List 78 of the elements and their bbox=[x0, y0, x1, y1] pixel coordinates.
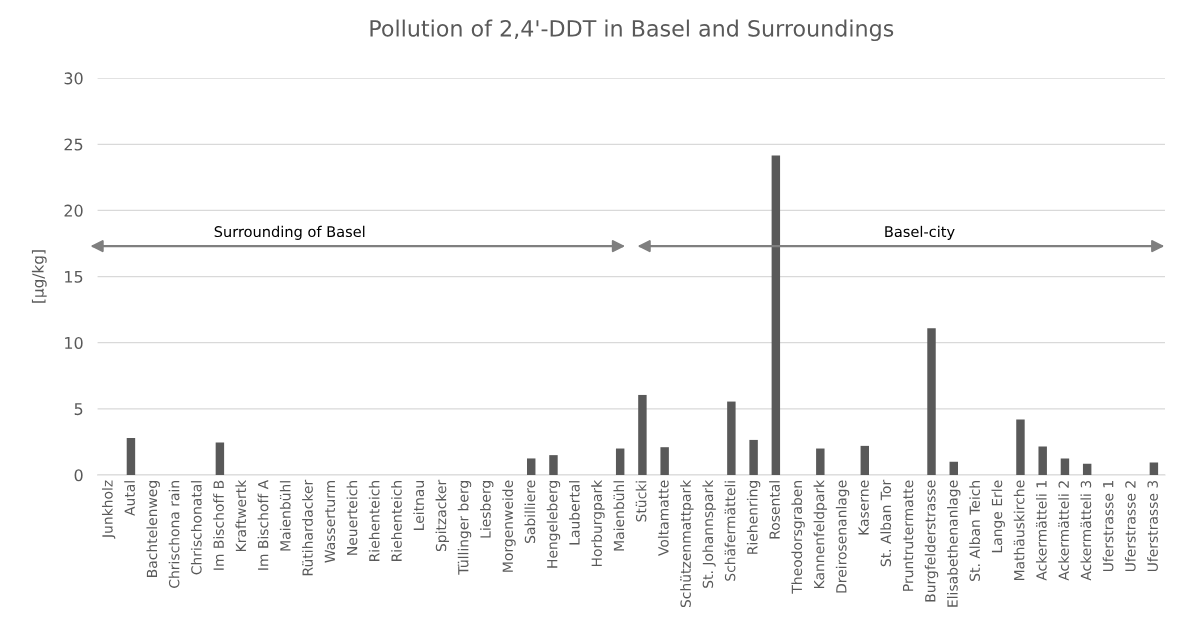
bar bbox=[126, 437, 136, 475]
x-tick-label: Neuerteich bbox=[346, 481, 358, 555]
x-tick-label: Maienbühl bbox=[279, 481, 291, 551]
x-tick-label: Voltamatte bbox=[657, 480, 669, 556]
x-tick-label: Kraftwertk bbox=[235, 479, 247, 551]
x-tick-label: Schützenmattpark bbox=[680, 479, 694, 608]
y-tick-label: 20 bbox=[64, 204, 83, 217]
x-tick-label: Morgenweide bbox=[502, 480, 516, 572]
bar bbox=[1060, 458, 1070, 475]
bar bbox=[860, 445, 870, 475]
bar bbox=[1016, 419, 1025, 475]
bar bbox=[749, 439, 758, 475]
bar bbox=[771, 155, 781, 475]
x-tick-label: Laubertal bbox=[568, 481, 580, 545]
x-tick-label: Liesberg bbox=[480, 481, 494, 538]
x-tick-label: Spitzacker bbox=[435, 479, 449, 552]
bar bbox=[549, 455, 558, 475]
bar bbox=[727, 401, 736, 475]
x-tick-label: Rütihardacker bbox=[302, 479, 313, 576]
x-tick-label: Chrischona rain bbox=[168, 481, 180, 588]
x-tick-label: Riehenteich bbox=[368, 481, 380, 561]
annotation: Surrounding of Basel bbox=[214, 225, 365, 240]
y-tick-label: 15 bbox=[65, 270, 83, 283]
x-tick-label: Kannenfeldpark bbox=[813, 479, 828, 588]
x-tick-label: Uferstrasse 2 bbox=[1124, 481, 1136, 572]
annotation: Basel-city bbox=[885, 225, 955, 240]
x-tick-label: Riehenteich bbox=[391, 481, 402, 561]
x-tick-label: Schäfermätteli bbox=[724, 481, 736, 581]
x-tick-label: Kaserne bbox=[858, 480, 869, 535]
x-tick-label: Riehenring bbox=[746, 481, 761, 554]
x-tick-label: Horburgpark bbox=[591, 479, 605, 567]
y-tick-label: 30 bbox=[64, 72, 83, 85]
x-tick-label: Pruntrutermatte bbox=[902, 480, 914, 591]
y-tick-label: 0 bbox=[74, 469, 83, 482]
x-tick-label: Im Bischoff B bbox=[213, 480, 224, 570]
x-tick-label: Lange Erle bbox=[991, 480, 1005, 553]
x-tick-label: Dreirosenanlage bbox=[835, 480, 850, 593]
x-tick-label: Sabilliere bbox=[524, 480, 536, 543]
x-tick-label: Ackermätteli 2 bbox=[1058, 481, 1069, 581]
bar bbox=[615, 448, 625, 475]
x-tick-label: Tüllinger berg bbox=[457, 481, 472, 575]
x-tick-label: Burgfelderstrasse bbox=[924, 480, 939, 602]
x-tick-label: Wasserturm bbox=[324, 481, 336, 563]
bar bbox=[215, 442, 225, 475]
x-tick-label: St. Johannspark bbox=[702, 479, 716, 588]
bar bbox=[1149, 462, 1159, 475]
bar bbox=[816, 448, 825, 475]
x-tick-label: Maienbühl bbox=[613, 481, 625, 551]
bar bbox=[660, 447, 669, 475]
x-tick-label: Elisabethenanlage bbox=[947, 480, 961, 607]
x-tick-label: Mathäuskirche bbox=[1013, 480, 1025, 581]
bar bbox=[1038, 446, 1047, 475]
bar bbox=[527, 458, 536, 475]
x-tick-label: Leitnau bbox=[413, 481, 425, 530]
bar bbox=[1082, 463, 1092, 475]
x-tick-label: Uferstrasse 3 bbox=[1147, 480, 1158, 572]
chart-title: Pollution of 2,4'-DDT in Basel and Surroundings bbox=[370, 19, 894, 42]
x-tick-label: Uferstrasse 1 bbox=[1102, 481, 1114, 572]
bar bbox=[949, 461, 958, 475]
y-tick-label: 5 bbox=[74, 403, 83, 416]
x-tick-label: Chrischonatal bbox=[190, 481, 202, 575]
x-tick-label: Hengeleberg bbox=[546, 481, 561, 568]
bar bbox=[638, 394, 647, 475]
bar bbox=[927, 328, 936, 475]
x-tick-label: Im Bischoff A bbox=[257, 479, 269, 570]
x-tick-label: Bachtelenweg bbox=[146, 481, 160, 577]
x-tick-label: St. Alban Tor bbox=[880, 479, 892, 567]
x-tick-label: Ackermätteli 3 bbox=[1080, 480, 1092, 581]
x-tick-label: Autal bbox=[124, 481, 135, 516]
x-tick-label: Junkholz bbox=[101, 480, 116, 539]
x-tick-label: Ackermätteli 1 bbox=[1035, 481, 1047, 581]
y-tick-label: 25 bbox=[64, 138, 83, 151]
x-tick-label: St. Alban Teich bbox=[969, 481, 981, 581]
y-axis-title: [µg/kg] bbox=[31, 250, 47, 303]
y-tick-label: 10 bbox=[65, 336, 83, 349]
x-tick-label: Stücki bbox=[635, 481, 647, 522]
x-tick-label: Rosental bbox=[769, 481, 780, 539]
x-tick-label: Theodorsgraben bbox=[791, 481, 805, 594]
